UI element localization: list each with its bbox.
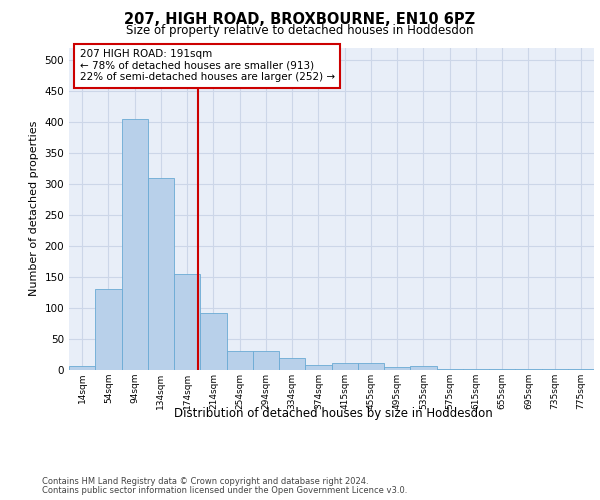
Text: Size of property relative to detached houses in Hoddesdon: Size of property relative to detached ho… (126, 24, 474, 37)
Bar (515, 369, 542, 370)
Bar (305, 365, 331, 370)
Bar (69, 366, 95, 370)
Bar (410, 366, 437, 370)
Bar (279, 358, 305, 370)
Bar (174, 274, 200, 370)
Bar (463, 369, 489, 370)
Bar (227, 352, 253, 370)
Text: Contains public sector information licensed under the Open Government Licence v3: Contains public sector information licen… (42, 486, 407, 495)
Bar (121, 119, 148, 370)
Bar (358, 362, 384, 370)
Bar (384, 367, 410, 370)
Text: 207 HIGH ROAD: 191sqm
← 78% of detached houses are smaller (913)
22% of semi-det: 207 HIGH ROAD: 191sqm ← 78% of detached … (79, 49, 335, 82)
Bar (331, 362, 358, 370)
Bar (148, 178, 174, 370)
Bar (95, 290, 121, 370)
Text: Contains HM Land Registry data © Crown copyright and database right 2024.: Contains HM Land Registry data © Crown c… (42, 477, 368, 486)
Text: Distribution of detached houses by size in Hoddesdon: Distribution of detached houses by size … (173, 408, 493, 420)
Y-axis label: Number of detached properties: Number of detached properties (29, 121, 39, 296)
Bar (200, 313, 227, 370)
Text: 207, HIGH ROAD, BROXBOURNE, EN10 6PZ: 207, HIGH ROAD, BROXBOURNE, EN10 6PZ (124, 12, 476, 26)
Bar (437, 369, 463, 370)
Bar (253, 352, 279, 370)
